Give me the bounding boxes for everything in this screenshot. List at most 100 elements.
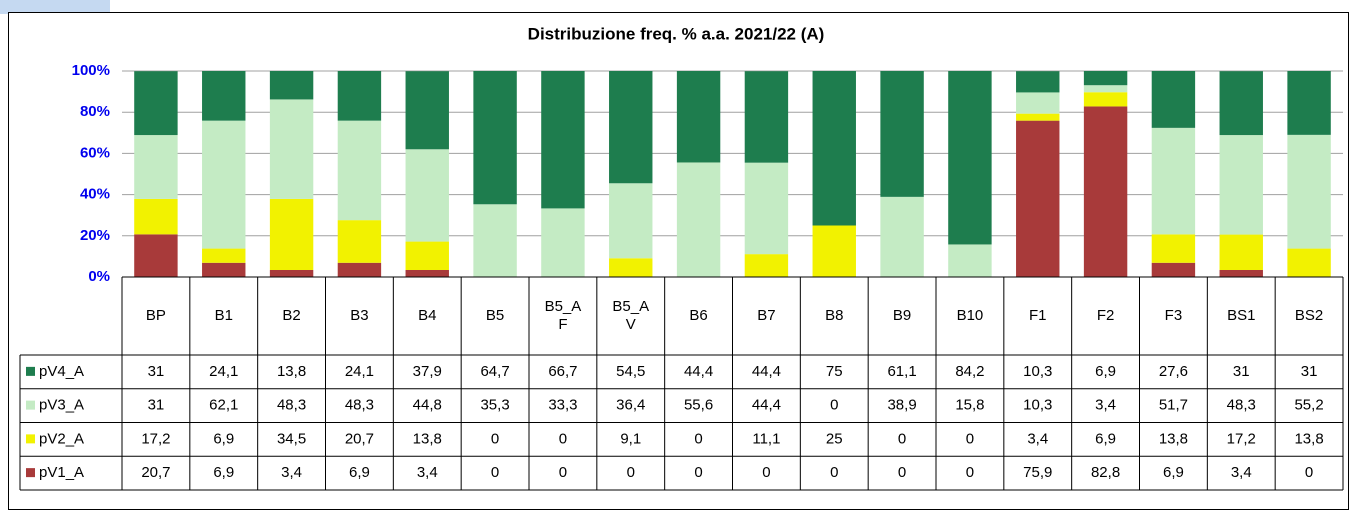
table-value: 6,9 (1163, 464, 1184, 481)
table-value: 0 (1305, 464, 1313, 481)
bar-segment (1016, 113, 1060, 121)
table-value: 38,9 (887, 397, 916, 414)
bar-segment (202, 248, 246, 263)
bar-segment (1016, 71, 1060, 93)
bar-segment (1151, 262, 1196, 277)
table-value: 33,3 (548, 397, 577, 414)
table-value: 24,1 (209, 363, 238, 380)
bar-segment (744, 71, 789, 163)
y-tick-label: 60% (80, 144, 110, 161)
table-value: 48,3 (277, 397, 306, 414)
table-value: 37,9 (413, 363, 442, 380)
category-label: BP (145, 307, 166, 324)
table-value: 17,2 (141, 430, 170, 447)
table-value: 36,4 (616, 397, 645, 414)
table-value: 10,3 (1023, 363, 1052, 380)
table-value: 0 (898, 430, 906, 447)
legend-label: pV3_A (39, 397, 84, 414)
bar-segment (269, 71, 314, 100)
table-value: 6,9 (1095, 430, 1116, 447)
bar-segment (134, 71, 178, 136)
bar-segment (337, 220, 382, 263)
table-value: 31 (1233, 363, 1250, 380)
table-value: 31 (148, 363, 165, 380)
bar-segment (541, 71, 585, 209)
table-value: 82,8 (1091, 464, 1120, 481)
category-label: B5_AV (612, 298, 650, 333)
bar-segment (1287, 71, 1331, 135)
category-label: B10 (956, 307, 984, 324)
bar-segment (609, 71, 653, 184)
bar-segment (812, 71, 856, 226)
table-value: 66,7 (548, 363, 577, 380)
table-value: 3,4 (1095, 397, 1116, 414)
bar-segment (269, 198, 314, 270)
category-label: B5 (485, 307, 505, 324)
table-value: 75,9 (1023, 464, 1052, 481)
bar-segment (337, 120, 382, 221)
y-tick-label: 80% (80, 103, 110, 120)
bar-segment (948, 71, 992, 245)
bar-segment (1219, 71, 1263, 136)
category-label: B3 (350, 307, 369, 324)
table-value: 0 (491, 464, 499, 481)
table-value: 54,5 (616, 363, 645, 380)
table-value: 0 (898, 464, 906, 481)
table-value: 0 (491, 430, 499, 447)
category-label: BS2 (1294, 307, 1324, 324)
table-value: 6,9 (213, 464, 234, 481)
bar-segment (609, 183, 653, 259)
category-label: B7 (757, 307, 776, 324)
table-value: 84,2 (955, 363, 984, 380)
category-label: BS1 (1227, 307, 1256, 324)
chart-title: Distribuzione freq. % a.a. 2021/22 (A) (528, 24, 825, 43)
table-value: 0 (559, 430, 567, 447)
bar-segment (1219, 135, 1263, 235)
category-label: B8 (825, 307, 844, 324)
table-value: 64,7 (480, 363, 509, 380)
table-value: 0 (830, 397, 838, 414)
bar-segment (1016, 92, 1060, 114)
bar-segment (405, 241, 449, 270)
bar-segment (1083, 92, 1128, 107)
bar-segment (1287, 248, 1331, 277)
bar-segment (1151, 127, 1196, 235)
bar-segment (337, 71, 382, 121)
bar-segment (473, 204, 517, 277)
bar-segment (880, 71, 924, 197)
table-value: 44,8 (413, 397, 442, 414)
legend-key (26, 468, 35, 478)
bar-segment (202, 120, 246, 249)
legend-key (26, 400, 35, 410)
y-tick-label: 20% (80, 227, 110, 244)
table-value: 31 (1301, 363, 1318, 380)
table-value: 20,7 (345, 430, 374, 447)
table-value: 44,4 (752, 363, 781, 380)
bar-segment (676, 162, 721, 277)
table-value: 3,4 (1027, 430, 1048, 447)
table-value: 20,7 (141, 464, 170, 481)
table-value: 15,8 (955, 397, 984, 414)
table-value: 3,4 (417, 464, 438, 481)
y-tick-label: 40% (80, 186, 110, 203)
bar-segment (676, 71, 721, 163)
bar-segment (134, 198, 178, 235)
bar-segment (405, 149, 449, 242)
table-value: 48,3 (1227, 397, 1256, 414)
table-value: 62,1 (209, 397, 238, 414)
bar-segment (405, 71, 449, 150)
bar-segment (134, 234, 178, 277)
table-value: 11,1 (752, 430, 780, 447)
table-value: 25 (826, 430, 843, 447)
bar-segment (1151, 71, 1196, 128)
table-value: 0 (627, 464, 635, 481)
table-value: 31 (148, 397, 165, 414)
table-value: 0 (830, 464, 838, 481)
bar-segment (1083, 106, 1128, 277)
table-value: 3,4 (1231, 464, 1252, 481)
table-value: 55,2 (1294, 397, 1323, 414)
table-value: 3,4 (281, 464, 302, 481)
bar-segment (269, 269, 314, 277)
table-value: 6,9 (213, 430, 234, 447)
